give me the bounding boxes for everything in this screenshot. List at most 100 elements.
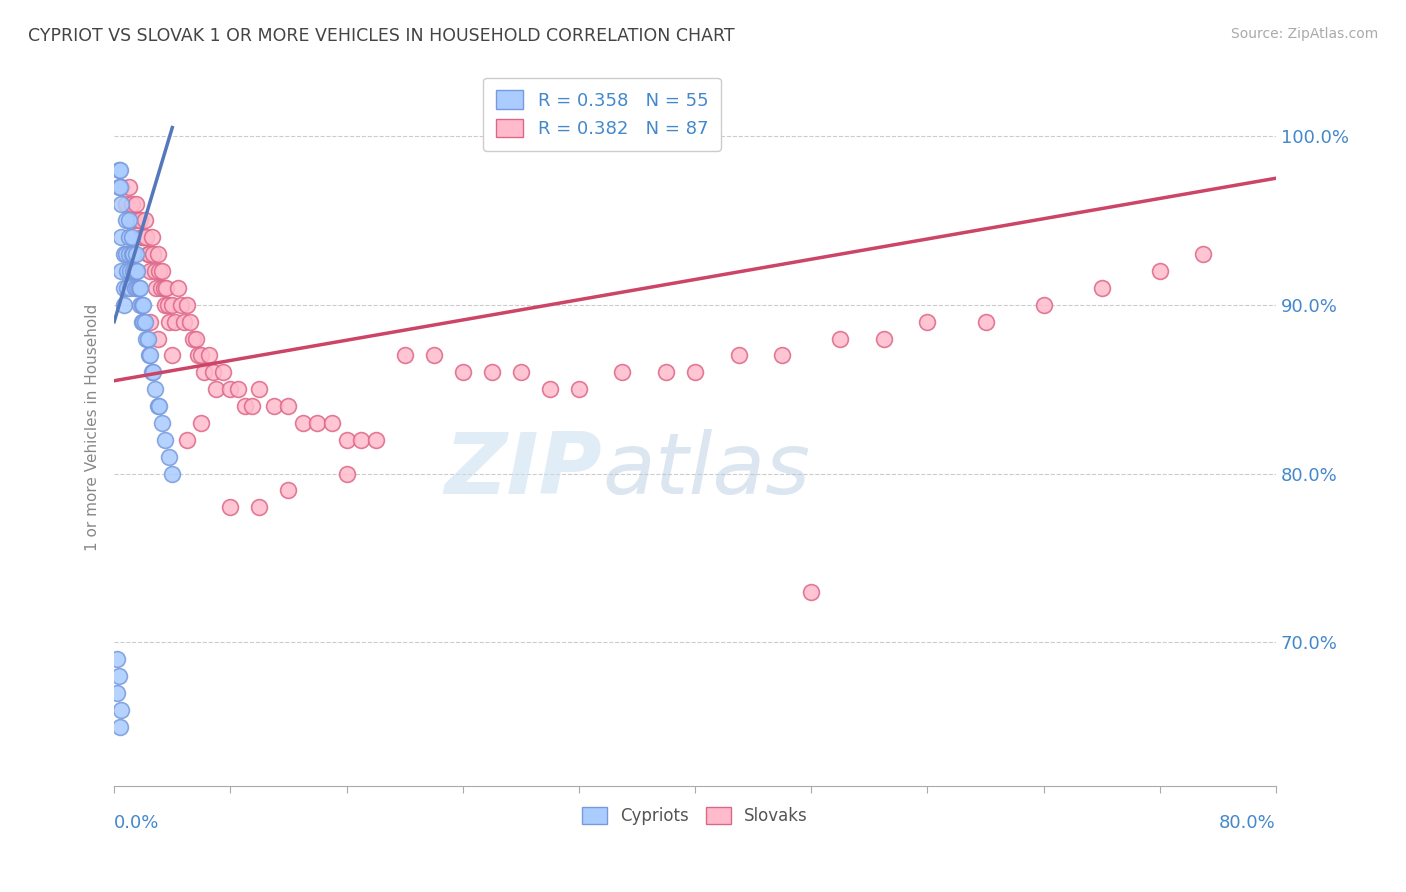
Point — [120, 281, 142, 295]
Point — [129, 213, 152, 227]
Point — [142, 247, 165, 261]
Point — [233, 399, 256, 413]
Point — [112, 298, 135, 312]
Point — [394, 348, 416, 362]
Point — [108, 162, 131, 177]
Point — [249, 500, 271, 515]
Point — [127, 264, 149, 278]
Point — [249, 382, 271, 396]
Point — [108, 179, 131, 194]
Point — [153, 298, 176, 312]
Point — [184, 332, 207, 346]
Point — [131, 315, 153, 329]
Point — [105, 652, 128, 666]
Point — [335, 467, 357, 481]
Point — [120, 264, 142, 278]
Point — [150, 416, 173, 430]
Point — [138, 348, 160, 362]
Point — [132, 315, 155, 329]
Point — [112, 247, 135, 261]
Point — [108, 720, 131, 734]
Point — [122, 264, 145, 278]
Point — [176, 433, 198, 447]
Point — [1149, 264, 1171, 278]
Point — [205, 382, 228, 396]
Point — [127, 213, 149, 227]
Point — [139, 348, 162, 362]
Point — [156, 298, 179, 312]
Point — [114, 213, 136, 227]
Point — [143, 264, 166, 278]
Point — [770, 348, 793, 362]
Point — [139, 264, 162, 278]
Text: 0.0%: 0.0% — [114, 814, 159, 832]
Point — [321, 416, 343, 430]
Text: atlas: atlas — [602, 429, 810, 512]
Point — [117, 281, 139, 295]
Text: CYPRIOT VS SLOVAK 1 OR MORE VEHICLES IN HOUSEHOLD CORRELATION CHART: CYPRIOT VS SLOVAK 1 OR MORE VEHICLES IN … — [28, 27, 735, 45]
Point — [146, 399, 169, 413]
Point — [118, 230, 141, 244]
Point — [568, 382, 591, 396]
Point — [110, 196, 132, 211]
Point — [277, 399, 299, 413]
Point — [122, 247, 145, 261]
Point — [277, 483, 299, 498]
Point — [118, 179, 141, 194]
Point — [219, 500, 242, 515]
Point — [538, 382, 561, 396]
Point — [131, 298, 153, 312]
Point — [136, 332, 159, 346]
Point — [170, 298, 193, 312]
Point — [118, 213, 141, 227]
Point — [107, 179, 129, 194]
Point — [179, 315, 201, 329]
Point — [165, 315, 187, 329]
Point — [173, 315, 195, 329]
Text: 80.0%: 80.0% — [1219, 814, 1277, 832]
Point — [141, 365, 163, 379]
Point — [240, 399, 263, 413]
Point — [201, 365, 224, 379]
Point — [830, 332, 852, 346]
Point — [139, 315, 162, 329]
Point — [114, 196, 136, 211]
Point — [110, 703, 132, 717]
Point — [150, 264, 173, 278]
Point — [125, 196, 148, 211]
Point — [152, 281, 174, 295]
Point — [226, 382, 249, 396]
Point — [121, 247, 143, 261]
Point — [190, 348, 212, 362]
Point — [655, 365, 678, 379]
Point — [181, 332, 204, 346]
Point — [509, 365, 531, 379]
Y-axis label: 1 or more Vehicles in Household: 1 or more Vehicles in Household — [86, 303, 100, 550]
Point — [132, 230, 155, 244]
Point — [142, 365, 165, 379]
Point — [143, 382, 166, 396]
Point — [125, 247, 148, 261]
Point — [157, 315, 180, 329]
Point — [110, 230, 132, 244]
Point — [121, 196, 143, 211]
Point — [132, 298, 155, 312]
Point — [138, 247, 160, 261]
Point — [193, 365, 215, 379]
Point — [153, 433, 176, 447]
Point — [167, 281, 190, 295]
Point — [157, 450, 180, 464]
Point — [121, 230, 143, 244]
Point — [683, 365, 706, 379]
Point — [122, 213, 145, 227]
Point — [145, 281, 167, 295]
Point — [124, 264, 146, 278]
Point — [136, 247, 159, 261]
Point — [146, 247, 169, 261]
Point — [112, 281, 135, 295]
Point — [974, 315, 997, 329]
Point — [149, 281, 172, 295]
Point — [350, 433, 373, 447]
Point — [291, 416, 314, 430]
Point — [162, 348, 184, 362]
